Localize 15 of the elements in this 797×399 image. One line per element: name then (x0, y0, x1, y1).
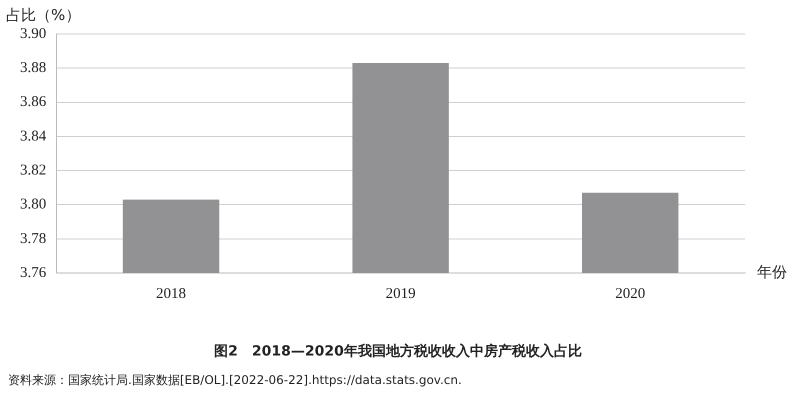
y-tick-label: 3.80 (20, 196, 46, 213)
y-tick-label: 3.90 (20, 26, 46, 42)
text: 图2 2018—2020年我国地方税收收入中房产税收入占比 (214, 342, 582, 360)
x-tick-label: 2019 (386, 286, 416, 302)
y-tick-label: 3.88 (20, 60, 46, 76)
x-tick-label: 2018 (156, 286, 186, 302)
y-tick-label: 3.84 (20, 128, 47, 144)
y-axis-title: 占比（%） (6, 6, 80, 24)
text: 资料来源：国家统计局.国家数据[EB/OL].[2022-06-22].https://data.stats.gov.cn. (8, 373, 462, 388)
y-tick-label: 3.76 (20, 264, 47, 281)
y-tick-label: 3.86 (20, 94, 47, 110)
x-axis-title: 年份 (757, 262, 787, 281)
x-tick-label: 2020 (615, 286, 646, 302)
y-tick-label: 3.78 (20, 230, 46, 247)
y-tick-label: 3.82 (20, 162, 46, 179)
